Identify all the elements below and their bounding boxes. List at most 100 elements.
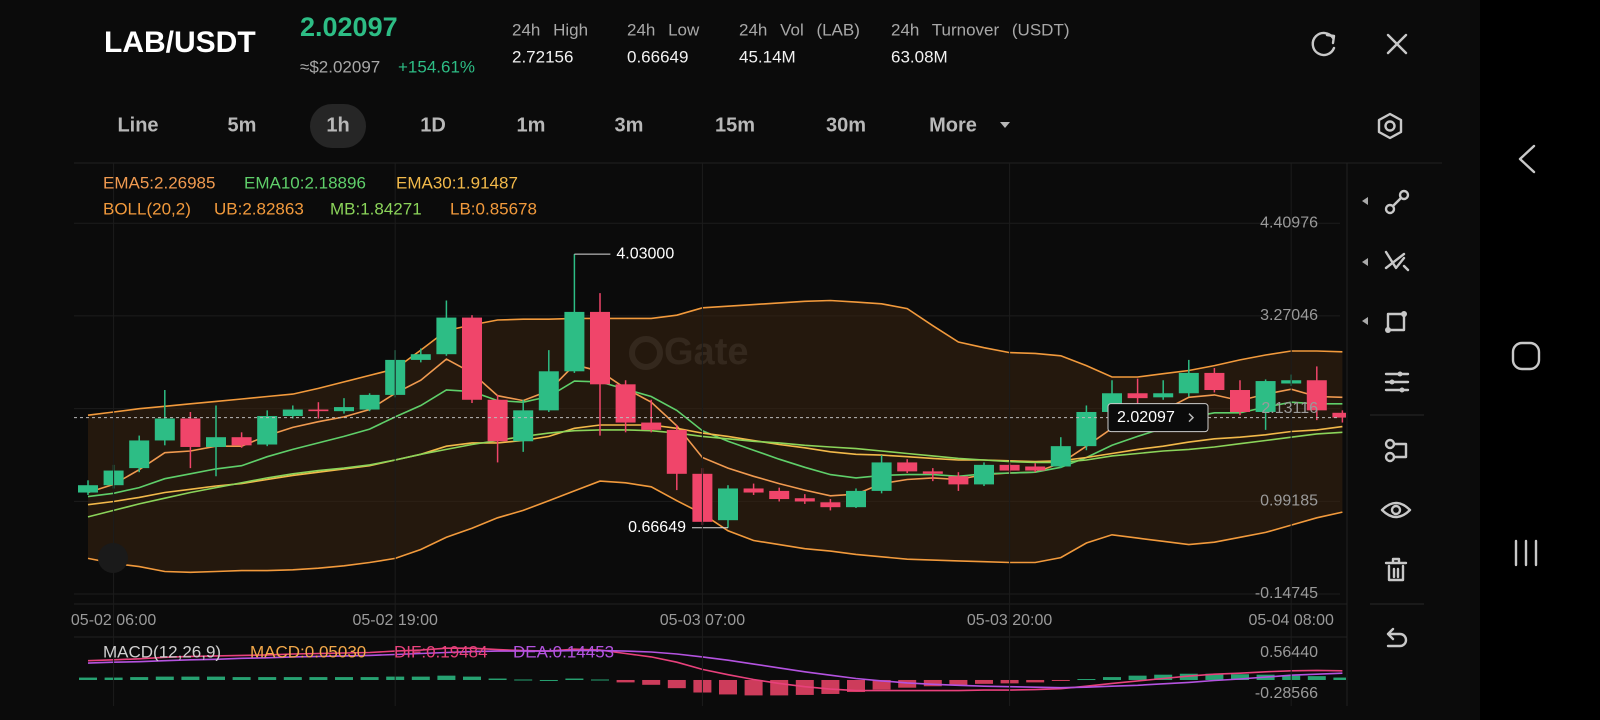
indicator-line bbox=[87, 480, 1343, 574]
tool-indicators[interactable] bbox=[1384, 371, 1410, 393]
y-tick-label: 2.13116 bbox=[1261, 400, 1318, 417]
candle-body bbox=[1153, 393, 1174, 398]
legend-entry: MB:1.84271 bbox=[330, 199, 422, 218]
close-button[interactable] bbox=[1386, 33, 1408, 55]
tool-visibility[interactable] bbox=[1380, 501, 1412, 519]
price-box-chevron bbox=[1188, 413, 1195, 423]
candle-body bbox=[257, 416, 278, 445]
tool-delete[interactable] bbox=[1384, 557, 1408, 582]
macd-bar bbox=[437, 675, 456, 680]
legend-entry: LB:0.85678 bbox=[450, 199, 537, 218]
macd-bar bbox=[744, 679, 763, 696]
max-label: 4.03000 bbox=[616, 245, 674, 262]
candle-body bbox=[513, 410, 534, 442]
tool-shape[interactable] bbox=[1362, 311, 1407, 333]
candle-body bbox=[922, 471, 943, 474]
tab[interactable]: 1h bbox=[326, 114, 349, 136]
stat-value: 0.66649 bbox=[627, 47, 688, 66]
tab[interactable]: 15m bbox=[715, 114, 755, 136]
candle-body bbox=[564, 311, 585, 372]
y-tick-label: 0.99185 bbox=[1260, 493, 1318, 510]
tool-draw-line[interactable] bbox=[1362, 189, 1410, 215]
nav-home[interactable] bbox=[1511, 341, 1541, 371]
macd-bar bbox=[847, 679, 865, 693]
macd-bar bbox=[642, 679, 661, 685]
candle-body bbox=[1178, 372, 1199, 394]
stat-value: 45.14M bbox=[739, 47, 796, 66]
stat-label: 24h High bbox=[512, 20, 588, 39]
x-tick-label: 05-02 06:00 bbox=[71, 612, 157, 629]
macd-line bbox=[87, 649, 1343, 689]
y-tick-label: -0.14745 bbox=[1255, 585, 1318, 602]
macd-legend: DIF:0.19484 bbox=[394, 642, 488, 661]
indicator-line bbox=[87, 424, 1343, 506]
stat-value: 2.72156 bbox=[512, 47, 573, 66]
nav-back[interactable] bbox=[1518, 144, 1536, 174]
candle-body bbox=[129, 440, 150, 469]
tab[interactable]: Line bbox=[117, 114, 158, 136]
chart-tool-button[interactable] bbox=[98, 543, 128, 573]
macd-bar bbox=[411, 676, 430, 680]
legend-entry: EMA10:2.18896 bbox=[244, 173, 366, 192]
candle-body bbox=[948, 476, 969, 485]
macd-bar bbox=[1051, 679, 1070, 681]
macd-bar bbox=[1077, 679, 1096, 681]
min-label: 0.66649 bbox=[628, 519, 686, 536]
candle-body bbox=[1332, 412, 1346, 418]
candle-body bbox=[78, 485, 98, 493]
legend-title: BOLL(20,2) bbox=[103, 199, 191, 218]
macd-bar bbox=[872, 679, 891, 690]
candle-body bbox=[666, 429, 687, 474]
candle-body bbox=[231, 437, 252, 446]
macd-bar bbox=[1103, 677, 1121, 680]
macd-bar bbox=[463, 676, 481, 680]
candle-body bbox=[1025, 466, 1046, 471]
candle-body bbox=[743, 488, 764, 493]
candle-body bbox=[180, 418, 201, 447]
candle-body bbox=[794, 498, 815, 502]
macd-line bbox=[87, 647, 1343, 692]
x-tick-label: 05-04 08:00 bbox=[1248, 612, 1334, 629]
tab[interactable]: More bbox=[929, 114, 977, 136]
macd-bar bbox=[949, 679, 968, 686]
tab[interactable]: 30m bbox=[826, 114, 866, 136]
dropdown-arrow bbox=[1000, 122, 1010, 128]
macd-bar bbox=[155, 676, 174, 680]
tab[interactable]: 5m bbox=[228, 114, 257, 136]
candle-body bbox=[1204, 372, 1225, 391]
legend-entry: EMA5:2.26985 bbox=[103, 173, 215, 192]
last-price: 2.02097 bbox=[300, 12, 398, 42]
tab[interactable]: 3m bbox=[615, 114, 644, 136]
macd-y-tick-label: -0.28566 bbox=[1255, 685, 1318, 702]
tool-templates[interactable] bbox=[1384, 438, 1408, 463]
candle-body bbox=[154, 418, 175, 441]
candle-body bbox=[1076, 411, 1097, 447]
macd-bar bbox=[565, 678, 584, 680]
candle-body bbox=[590, 311, 610, 385]
macd-bar bbox=[1128, 675, 1147, 680]
macd-legend: DEA:0.14453 bbox=[513, 642, 614, 661]
macd-bar bbox=[1205, 673, 1224, 680]
tool-undo[interactable] bbox=[1386, 627, 1408, 648]
y-tick-label: 3.27046 bbox=[1260, 307, 1318, 324]
settings-button[interactable] bbox=[1377, 112, 1403, 140]
candle-body bbox=[641, 422, 662, 430]
nav-recents[interactable] bbox=[1514, 539, 1538, 567]
macd-bar bbox=[923, 679, 942, 687]
refresh-button[interactable] bbox=[1311, 31, 1336, 57]
tool-multi-line[interactable] bbox=[1362, 250, 1410, 272]
price-box-label: 2.02097 bbox=[1117, 409, 1175, 426]
tab[interactable]: 1D bbox=[420, 114, 446, 136]
macd-plot bbox=[79, 647, 1346, 696]
candle-body bbox=[615, 384, 636, 423]
macd-bar bbox=[975, 679, 993, 684]
x-tick-label: 05-02 19:00 bbox=[352, 612, 438, 629]
macd-bar bbox=[821, 679, 840, 694]
candle-body bbox=[1050, 446, 1071, 467]
y-tick-label: 4.40976 bbox=[1260, 214, 1318, 231]
macd-bar bbox=[79, 677, 97, 680]
candle-body bbox=[871, 462, 892, 491]
macd-bar bbox=[1154, 674, 1173, 680]
tab[interactable]: 1m bbox=[517, 114, 546, 136]
macd-bar bbox=[1333, 677, 1346, 680]
